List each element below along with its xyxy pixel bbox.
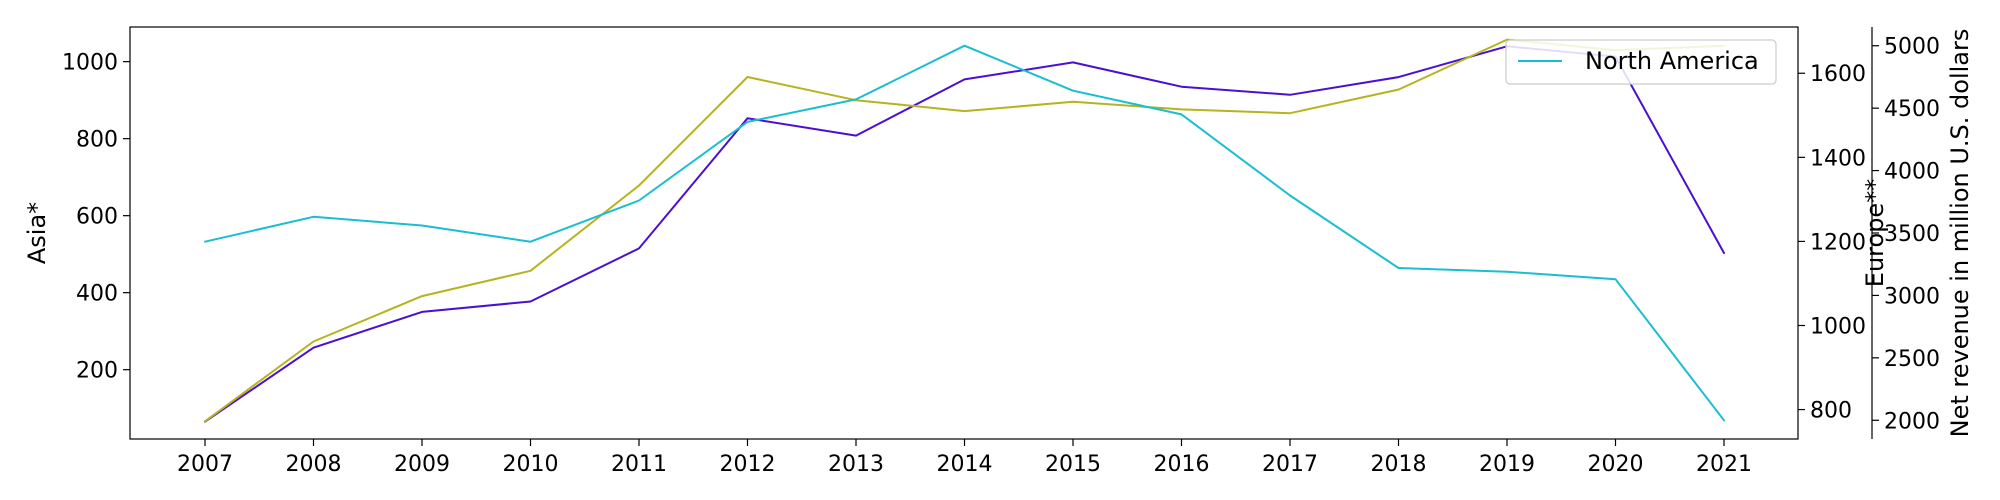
asia-tick-label-400: 400 bbox=[76, 282, 118, 307]
plot-area bbox=[129, 26, 1799, 440]
series-line-asia bbox=[204, 45, 1725, 423]
asia-tick-label-800: 800 bbox=[76, 128, 118, 153]
x-tick-label-2013: 2013 bbox=[828, 452, 884, 477]
x-tick-label-2016: 2016 bbox=[1154, 452, 1210, 477]
x-tick-label-2010: 2010 bbox=[503, 452, 559, 477]
europe-tick-label-1600: 1600 bbox=[1810, 62, 1866, 87]
na-tick-label-4000: 4000 bbox=[1884, 160, 1940, 185]
na-tick-label-2500: 2500 bbox=[1884, 347, 1940, 372]
legend-label-north-america: North America bbox=[1585, 47, 1759, 75]
x-tick-label-2007: 2007 bbox=[177, 452, 233, 477]
europe-tick-label-1000: 1000 bbox=[1810, 314, 1866, 339]
asia-tick-label-1000: 1000 bbox=[62, 51, 118, 76]
na-tick-label-3500: 3500 bbox=[1884, 222, 1940, 247]
x-tick-label-2012: 2012 bbox=[720, 452, 776, 477]
x-axis: 2007 2008 2009 2010 2011 2012 2013 2014 2015 2016… bbox=[177, 439, 1752, 477]
na-tick-label-4500: 4500 bbox=[1884, 97, 1940, 122]
legend-box bbox=[1505, 39, 1777, 85]
legend: North America bbox=[1505, 39, 1777, 85]
europe-tick-label-1400: 1400 bbox=[1810, 146, 1866, 171]
europe-tick-label-800: 800 bbox=[1810, 399, 1852, 424]
series-line-europe bbox=[204, 38, 1725, 423]
series-line-na bbox=[204, 44, 1725, 422]
series-layer bbox=[204, 38, 1725, 423]
europe-axis-title: Europe** bbox=[1861, 179, 1889, 287]
asia-tick-label-200: 200 bbox=[76, 359, 118, 384]
europe-axis: 800 1000 1200 1400 1600 bbox=[1798, 62, 1866, 424]
asia-tick-label-600: 600 bbox=[76, 205, 118, 230]
x-tick-label-2021: 2021 bbox=[1696, 452, 1752, 477]
x-tick-label-2009: 2009 bbox=[394, 452, 450, 477]
asia-axis-title: Asia* bbox=[23, 202, 51, 264]
na-tick-label-5000: 5000 bbox=[1884, 35, 1940, 60]
na-tick-label-2000: 2000 bbox=[1884, 409, 1940, 434]
x-tick-label-2017: 2017 bbox=[1262, 452, 1318, 477]
net-revenue-axis: 2000 2500 3000 3500 4000 4500 5000 bbox=[1871, 27, 1940, 439]
na-tick-label-3000: 3000 bbox=[1884, 284, 1940, 309]
x-tick-label-2011: 2011 bbox=[611, 452, 667, 477]
x-tick-label-2019: 2019 bbox=[1479, 452, 1535, 477]
europe-tick-label-1200: 1200 bbox=[1810, 230, 1866, 255]
x-tick-label-2015: 2015 bbox=[1045, 452, 1101, 477]
x-tick-label-2008: 2008 bbox=[286, 452, 342, 477]
x-tick-label-2020: 2020 bbox=[1588, 452, 1644, 477]
net-revenue-axis-title: Net revenue in million U.S. dollars bbox=[1946, 29, 1974, 438]
asia-axis: 200 400 600 800 1000 bbox=[62, 51, 130, 384]
x-tick-label-2018: 2018 bbox=[1371, 452, 1427, 477]
x-tick-label-2014: 2014 bbox=[937, 452, 993, 477]
